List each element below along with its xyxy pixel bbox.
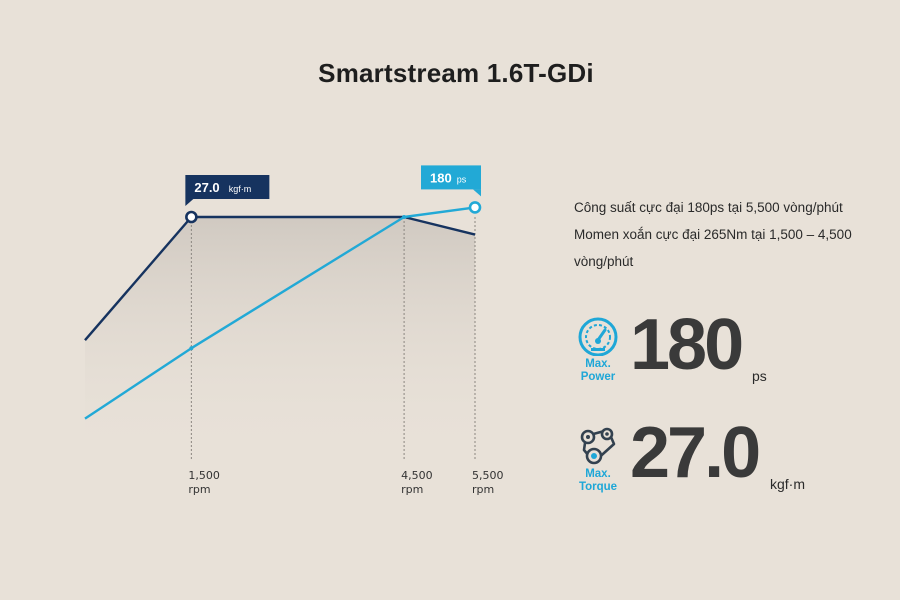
x-tick-label-4,500: 4,500 [401,469,433,482]
speedometer-icon [578,317,618,356]
max-power-badge: Max. Power [570,316,626,394]
engine-description: Công suất cực đại 180ps tại 5,500 vòng/p… [574,194,884,275]
max-power-stat: Max. Power 180 ps [570,305,890,396]
power-point-1500 [189,346,194,351]
torque-line [84,215,476,341]
chart-title: Smartstream 1.6T-GDi [318,58,594,88]
torque-callout-value: 27.0 [194,180,219,195]
max-power-label-1: Max. [585,358,611,370]
max-torque-label-2: Torque [578,481,618,493]
torque-callout-tail [185,199,194,206]
power-line [84,206,476,420]
max-torque-badge: Max. Torque [570,424,626,502]
description-line-torque: Momen xoắn cực đại 265Nm tại 1,500 – 4,5… [574,227,852,242]
description-line-torque-cont: vòng/phút [574,254,634,269]
torque-peak-marker [185,210,198,224]
max-power-unit: ps [752,368,767,384]
max-torque-stat: Max. Torque 27.0 kgf·m [570,413,890,504]
description-line-power: Công suất cực đại 180ps tại 5,500 vòng/p… [574,200,843,215]
torque-area [85,217,475,460]
max-torque-label-1: Max. [585,468,611,480]
x-tick-unit-5,500: rpm [472,483,494,496]
x-tick-label-1,500: 1,500 [188,469,220,482]
engine-belt-icon [580,427,616,465]
max-power-value: 180 [630,305,744,385]
torque-callout-box [185,175,270,199]
power-callout-box [421,165,481,190]
power-peak-marker [468,201,482,214]
power-callout-unit: ps [457,174,467,184]
power-callout-value: 180 [430,170,452,185]
max-torque-unit: kgf·m [770,476,805,492]
max-torque-value: 27.0 [630,413,761,493]
max-power-label-2: Power [580,371,616,383]
x-tick-unit-4,500: rpm [401,483,423,496]
power-point-4500 [402,215,407,219]
power-callout: 180 ps [421,165,481,197]
x-tick-unit-1,500: rpm [188,483,210,496]
torque-callout-unit: kgf·m [229,184,252,194]
power-callout-tail [473,189,481,197]
x-tick-label-5,500: 5,500 [472,469,504,482]
torque-callout: 27.0 kgf·m [185,175,270,206]
